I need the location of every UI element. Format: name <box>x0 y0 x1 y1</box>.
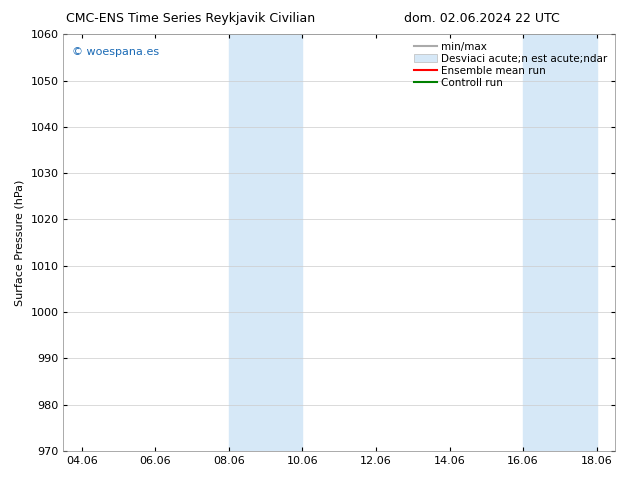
Y-axis label: Surface Pressure (hPa): Surface Pressure (hPa) <box>15 179 25 306</box>
Bar <box>229 34 302 451</box>
Text: © woespana.es: © woespana.es <box>72 47 158 57</box>
Bar <box>523 34 597 451</box>
Text: dom. 02.06.2024 22 UTC: dom. 02.06.2024 22 UTC <box>404 12 560 25</box>
Text: CMC-ENS Time Series Reykjavik Civilian: CMC-ENS Time Series Reykjavik Civilian <box>66 12 314 25</box>
Legend: min/max, Desviaci acute;n est acute;ndar, Ensemble mean run, Controll run: min/max, Desviaci acute;n est acute;ndar… <box>412 40 610 90</box>
